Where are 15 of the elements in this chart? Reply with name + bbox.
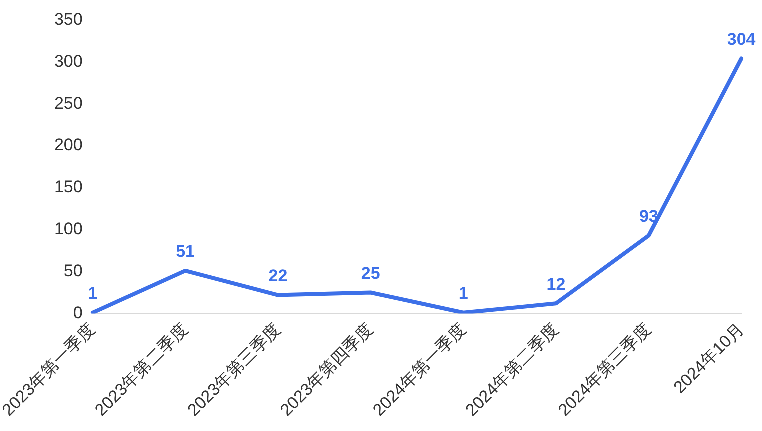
y-tick-label: 350 <box>54 10 83 29</box>
data-label: 22 <box>268 266 288 286</box>
data-label: 304 <box>727 30 756 49</box>
data-label: 1 <box>88 284 98 304</box>
y-tick-label: 200 <box>54 136 83 155</box>
y-tick-label: 0 <box>73 303 83 322</box>
data-label: 12 <box>546 274 566 294</box>
y-tick-label: 50 <box>64 261 83 280</box>
y-tick-label: 150 <box>54 178 83 197</box>
data-label: 1 <box>458 284 468 304</box>
data-label: 25 <box>361 264 380 283</box>
y-tick-label: 250 <box>54 94 83 113</box>
y-tick-label: 300 <box>54 52 83 71</box>
data-label: 51 <box>176 242 195 262</box>
y-tick-label: 100 <box>54 220 83 239</box>
